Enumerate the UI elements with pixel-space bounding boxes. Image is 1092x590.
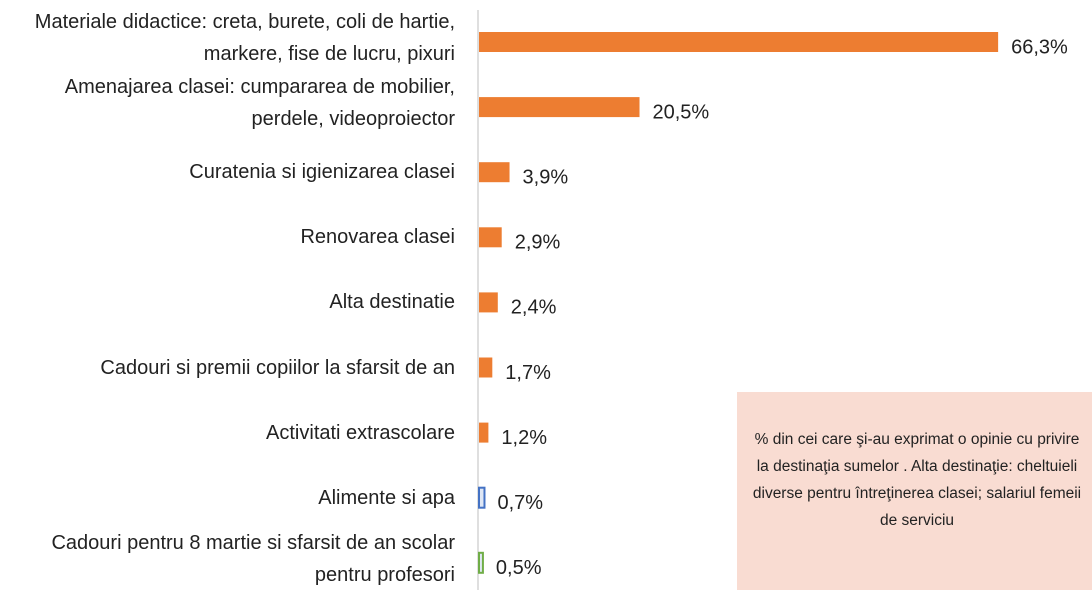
value-label: 3,9% xyxy=(523,166,569,188)
value-label: 1,2% xyxy=(501,427,547,449)
category-label: Renovarea clasei xyxy=(300,226,455,249)
bar xyxy=(479,292,498,313)
bar xyxy=(478,486,486,509)
category-label: Alta destinatie xyxy=(329,291,455,314)
bar xyxy=(479,227,502,248)
value-label: 0,5% xyxy=(496,557,542,579)
category-label: Curatenia si igienizarea clasei xyxy=(189,161,455,184)
category-label: Amenajarea clasei: cumpararea de mobilie… xyxy=(64,76,455,131)
value-label: 20,5% xyxy=(653,101,710,123)
annotation: % din cei care şi-au exprimat o opinie c… xyxy=(752,431,1082,529)
annotation-box: % din cei care şi-au exprimat o opinie c… xyxy=(737,392,1092,590)
bar xyxy=(479,97,640,118)
value-label: 2,9% xyxy=(515,232,561,254)
category-label: Cadouri pentru 8 martie si sfarsit de an… xyxy=(51,531,455,586)
value-label: 0,7% xyxy=(497,492,543,514)
bar xyxy=(479,357,493,378)
value-label: 2,4% xyxy=(511,297,557,319)
category-label: Cadouri si premii copiilor la sfarsit de… xyxy=(100,356,455,379)
category-label: Activitati extrascolare xyxy=(266,421,455,444)
bar xyxy=(479,422,489,443)
bar xyxy=(479,162,510,183)
bar xyxy=(478,551,484,574)
category-label: Materiale didactice: creta, burete, coli… xyxy=(34,11,455,65)
category-label: Alimente si apa xyxy=(318,486,455,509)
value-label: 66,3% xyxy=(1011,36,1068,58)
value-label: 1,7% xyxy=(505,362,551,384)
bar xyxy=(479,32,999,52)
